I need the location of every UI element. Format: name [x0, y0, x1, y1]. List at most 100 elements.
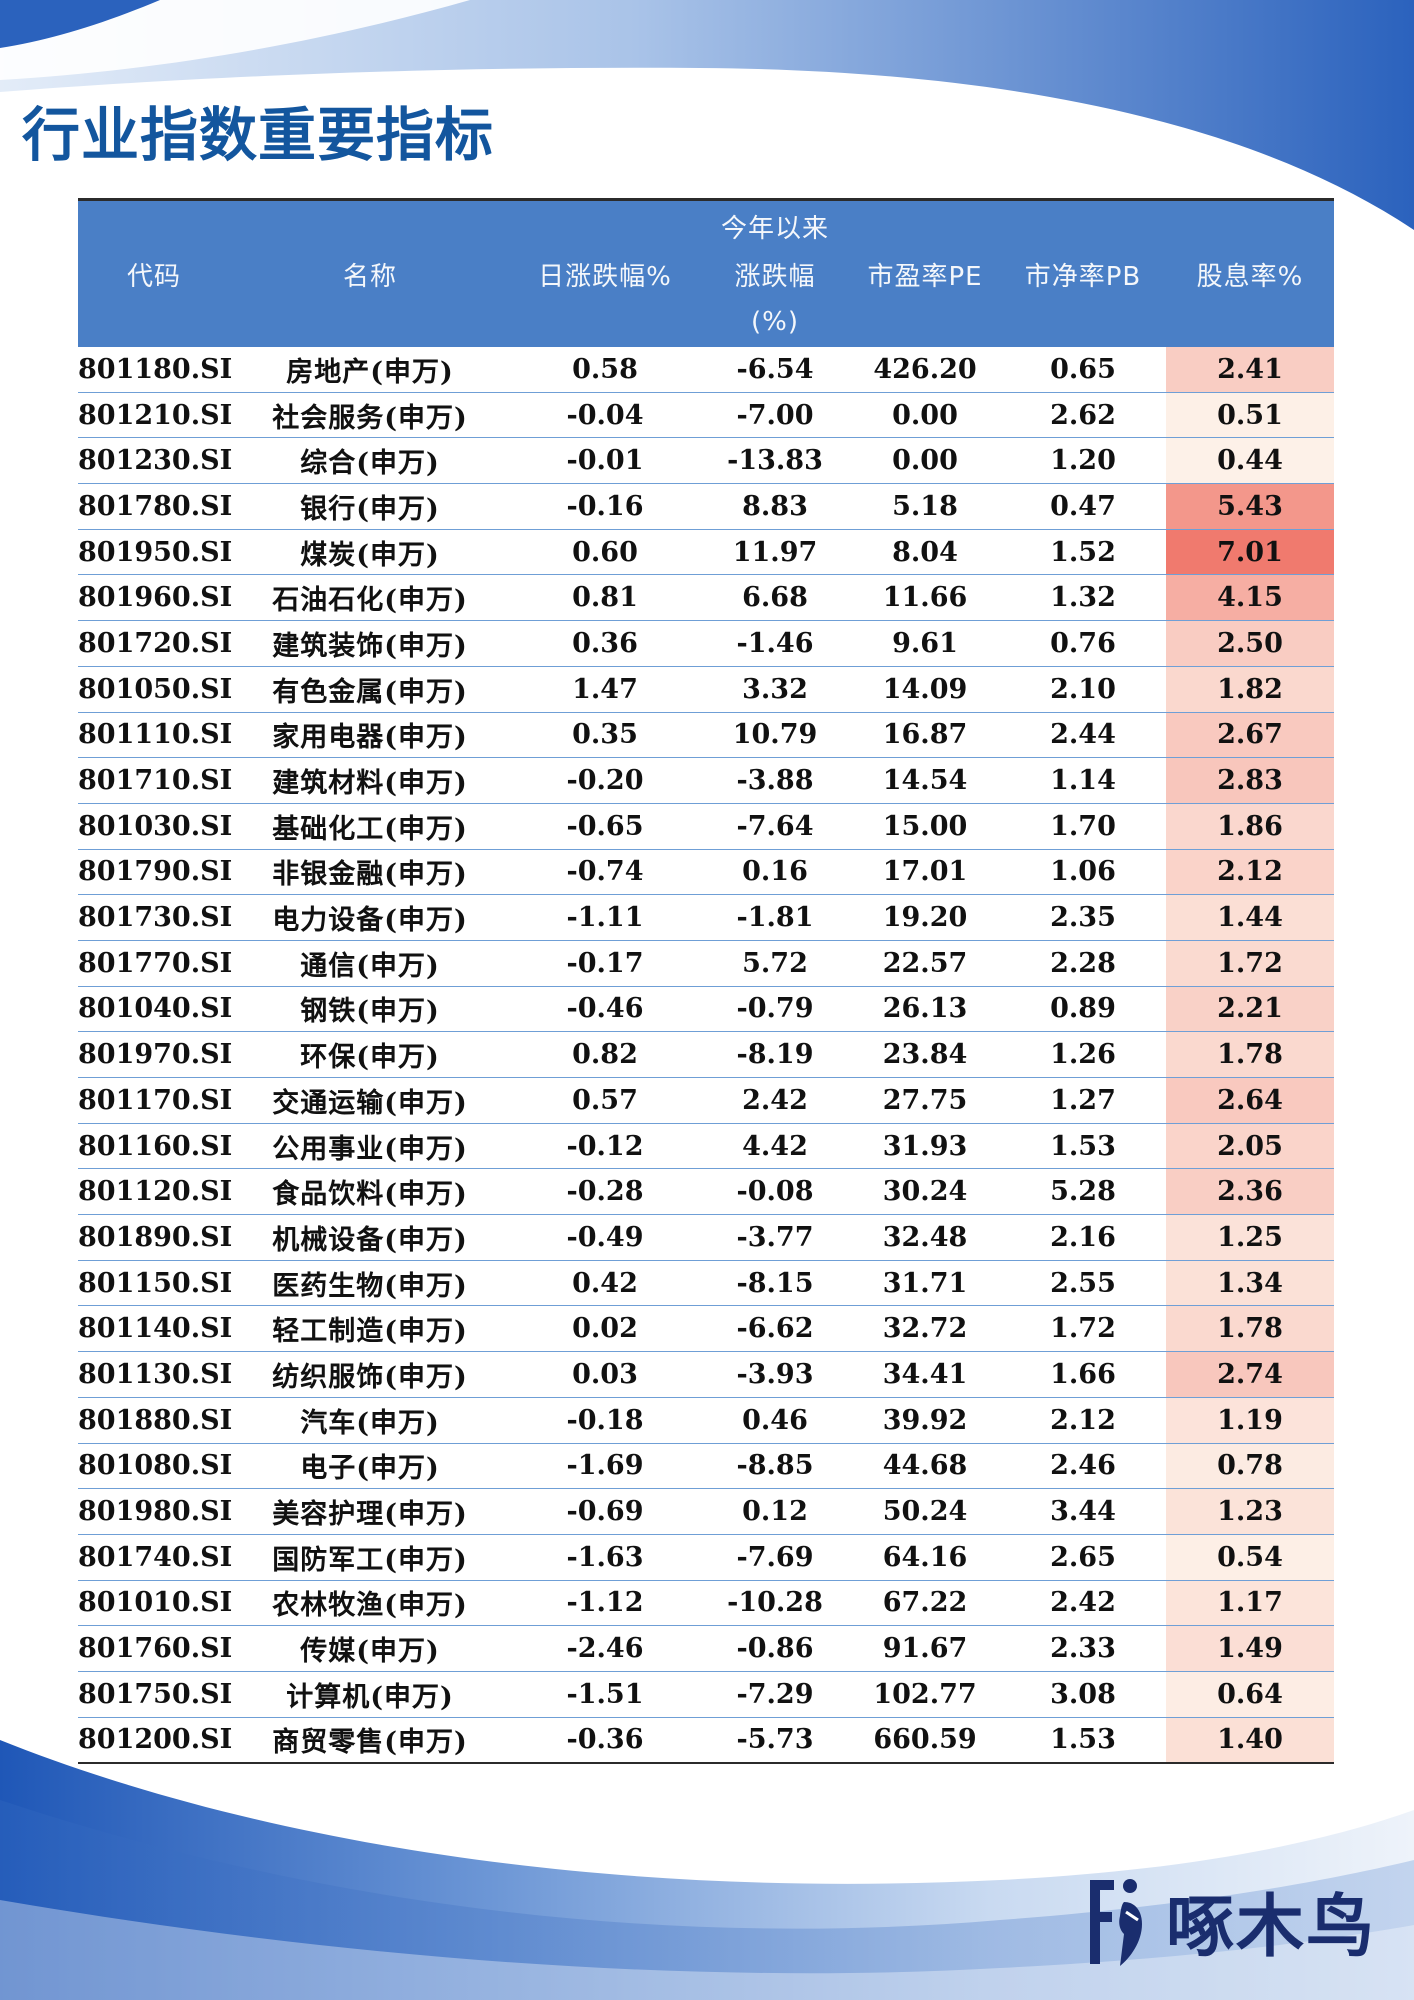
- cell-name: 国防军工(申万): [230, 1534, 510, 1581]
- cell-ytd-change: 4.42: [700, 1123, 850, 1170]
- table-row: 801130.SI 纺织服饰(申万) 0.03 -3.93 34.41 1.66 2.74: [78, 1351, 1334, 1398]
- cell-pe: 0.00: [850, 437, 1000, 485]
- cell-name: 纺织服饰(申万): [230, 1351, 510, 1398]
- cell-pb: 1.53: [1050, 1724, 1116, 1756]
- cell-pe: 16.87: [850, 712, 1000, 759]
- cell-dividend: 2.36: [1166, 1168, 1334, 1216]
- cell-dividend: 1.34: [1166, 1260, 1334, 1307]
- cell-pe: 67.22: [850, 1580, 1000, 1627]
- cell-pe: 32.72: [850, 1305, 1000, 1353]
- table-row: 801960.SI 石油石化(申万) 0.81 6.68 11.66 1.32 4.15: [78, 574, 1334, 622]
- cell-name: 非银金融(申万): [230, 849, 510, 896]
- table-row: 801760.SI 传媒(申万) -2.46 -0.86 91.67 2.33 1.49: [78, 1625, 1334, 1672]
- cell-ytd-change: 8.83: [700, 483, 850, 530]
- cell-pe: 91.67: [850, 1625, 1000, 1672]
- cell-dividend: 4.15: [1166, 574, 1334, 622]
- header-change-day: 日涨跌幅%: [510, 199, 700, 347]
- cell-code: 801890.SI: [78, 1214, 232, 1261]
- cell-dividend: 1.23: [1166, 1488, 1334, 1535]
- cell-name: 家用电器(申万): [230, 712, 510, 759]
- cell-ytd-change: -7.29: [700, 1671, 850, 1718]
- cell-ytd-change: 10.79: [700, 712, 850, 759]
- cell-ytd-change: -3.77: [700, 1214, 850, 1261]
- cell-ytd-change: -0.79: [700, 986, 850, 1033]
- cell-change-day: 0.02: [510, 1305, 700, 1353]
- table-row: 801120.SI 食品饮料(申万) -0.28 -0.08 30.24 5.28 2.36: [78, 1168, 1334, 1216]
- cell-pb: 1.27: [1000, 1077, 1166, 1124]
- cell-pb: 3.44: [1000, 1488, 1166, 1535]
- cell-code: 801110.SI: [78, 712, 232, 759]
- cell-pb: 2.65: [1000, 1534, 1166, 1581]
- cell-ytd-change: -7.69: [700, 1534, 850, 1581]
- cell-change-day: 0.81: [510, 574, 700, 622]
- table-row: 801890.SI 机械设备(申万) -0.49 -3.77 32.48 2.16 1.25: [78, 1214, 1334, 1261]
- cell-pb: 2.44: [1000, 712, 1166, 759]
- table-body: 801180.SI 房地产(申万) 0.58 -6.54 426.20 0.65 2.41 8…: [78, 347, 1334, 1764]
- cell-pe: 27.75: [850, 1077, 1000, 1124]
- cell-dividend: 2.41: [1166, 347, 1334, 393]
- cell-name: 电力设备(申万): [230, 894, 510, 941]
- cell-pe: 5.18: [850, 483, 1000, 530]
- cell-pe: 102.77: [850, 1671, 1000, 1718]
- table-row: 801210.SI 社会服务(申万) -0.04 -7.00 0.00 2.62 0.51: [78, 392, 1334, 439]
- cell-ytd-change: -3.93: [700, 1351, 850, 1398]
- cell-code: 801760.SI: [78, 1625, 232, 1672]
- cell-pb: 2.35: [1000, 894, 1166, 941]
- cell-dividend: 1.17: [1166, 1580, 1334, 1627]
- cell-name: 社会服务(申万): [230, 392, 510, 439]
- cell-ytd-change: 0.46: [700, 1397, 850, 1444]
- cell-ytd-change: -1.46: [700, 620, 850, 667]
- cell-pe: 660.59: [873, 1724, 977, 1756]
- cell-ytd-change: 0.12: [700, 1488, 850, 1535]
- cell-change-day: -0.18: [510, 1397, 700, 1444]
- cell-dividend: 1.44: [1166, 894, 1334, 941]
- cell-pb: 2.62: [1000, 392, 1166, 439]
- cell-pe: 39.92: [850, 1397, 1000, 1444]
- cell-name: 房地产(申万): [230, 347, 510, 393]
- cell-change-day: -1.12: [510, 1580, 700, 1627]
- cell-code: 801790.SI: [78, 849, 232, 896]
- cell-name: 计算机(申万): [230, 1671, 510, 1718]
- cell-dividend: 2.83: [1166, 757, 1334, 804]
- table-row: 801080.SI 电子(申万) -1.69 -8.85 44.68 2.46 0.78: [78, 1443, 1334, 1490]
- cell-change-day: 0.60: [510, 529, 700, 576]
- cell-change-day: -0.20: [510, 757, 700, 804]
- table-row: 801050.SI 有色金属(申万) 1.47 3.32 14.09 2.10 1.82: [78, 666, 1334, 713]
- cell-pb: 5.28: [1000, 1168, 1166, 1216]
- cell-pb: 2.46: [1000, 1443, 1166, 1490]
- table-row: 801230.SI 综合(申万) -0.01 -13.83 0.00 1.20 0.44: [78, 437, 1334, 485]
- cell-pe: 426.20: [850, 347, 1000, 393]
- cell-pe: 9.61: [850, 620, 1000, 667]
- cell-pe: 64.16: [850, 1534, 1000, 1581]
- cell-pb: 1.26: [1000, 1031, 1166, 1078]
- cell-pb: 0.76: [1000, 620, 1166, 667]
- table-row: 801180.SI 房地产(申万) 0.58 -6.54 426.20 0.65 2.41: [78, 347, 1334, 393]
- cell-pe: 8.04: [850, 529, 1000, 576]
- cell-change-day: -1.69: [510, 1443, 700, 1490]
- cell-change-day: -0.36: [566, 1724, 644, 1756]
- cell-code: 801050.SI: [78, 666, 232, 713]
- cell-dividend: 2.05: [1166, 1123, 1334, 1170]
- cell-pb: 1.14: [1000, 757, 1166, 804]
- cell-ytd-change: 2.42: [700, 1077, 850, 1124]
- cell-change-day: 0.57: [510, 1077, 700, 1124]
- cell-code: 801180.SI: [78, 347, 232, 393]
- cell-dividend: 1.82: [1166, 666, 1334, 713]
- cell-ytd-change: -6.54: [700, 347, 850, 393]
- table-row: 801730.SI 电力设备(申万) -1.11 -1.81 19.20 2.35 1.44: [78, 894, 1334, 941]
- cell-dividend: 2.67: [1166, 712, 1334, 759]
- cell-dividend: 1.25: [1166, 1214, 1334, 1261]
- cell-pe: 22.57: [850, 940, 1000, 987]
- cell-pb: 2.42: [1000, 1580, 1166, 1627]
- cell-name: 石油石化(申万): [230, 574, 510, 622]
- cell-change-day: -0.16: [510, 483, 700, 530]
- cell-dividend: 1.78: [1166, 1305, 1334, 1353]
- cell-pe: 15.00: [850, 803, 1000, 850]
- cell-pe: 26.13: [850, 986, 1000, 1033]
- cell-ytd-change: 6.68: [700, 574, 850, 622]
- cell-dividend: 1.86: [1166, 803, 1334, 850]
- cell-ytd-change: -0.86: [700, 1625, 850, 1672]
- cell-code: 801080.SI: [78, 1443, 232, 1490]
- cell-pb: 0.65: [1000, 347, 1166, 393]
